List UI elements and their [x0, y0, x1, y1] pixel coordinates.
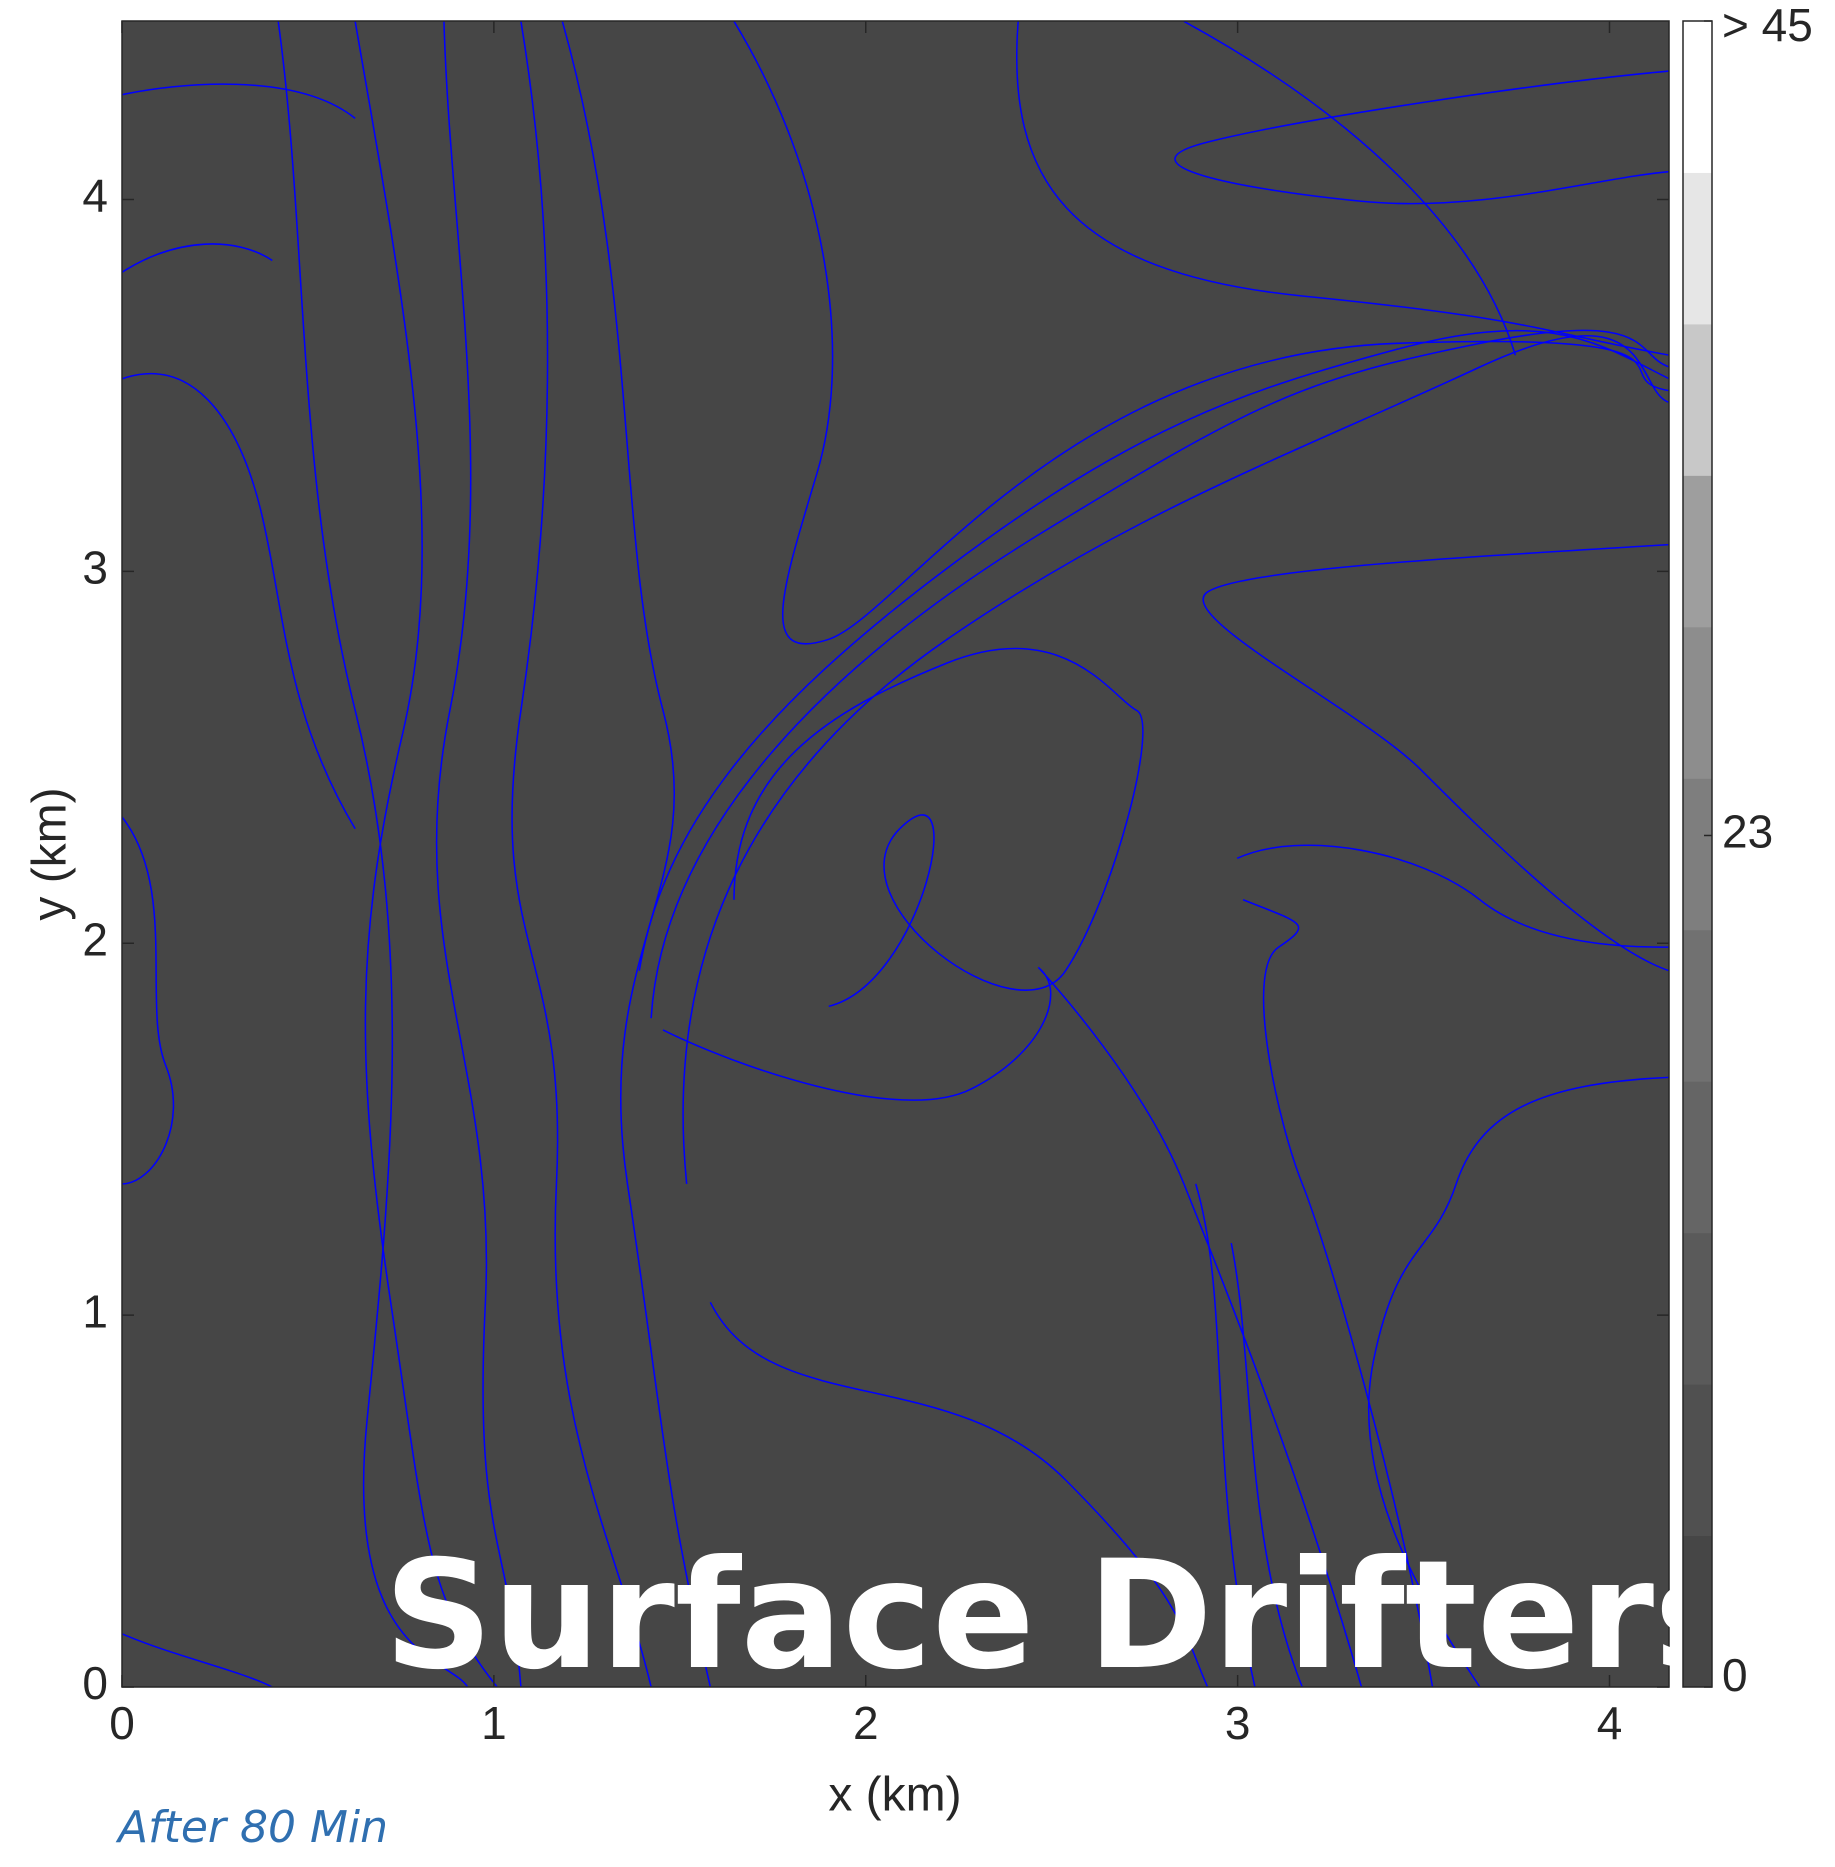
y-tick-label: 0 [82, 1657, 108, 1709]
contour-line [435, 21, 522, 1687]
plot-background [122, 21, 1669, 1687]
contour-line [354, 21, 498, 1687]
colorbar-band [1683, 475, 1712, 628]
colorbar-band [1683, 929, 1712, 1082]
contour-line [1174, 70, 1669, 205]
contour-line [561, 21, 712, 1687]
overlay-title: Surface Drifters [384, 1529, 1744, 1703]
colorbar-band [1683, 1232, 1712, 1385]
colorbar-band [1683, 1535, 1712, 1688]
colorbar-frame [1682, 20, 1713, 1688]
contour-line [122, 1301, 1209, 1687]
y-tick-label: 3 [82, 542, 108, 594]
colorbar-band [1683, 778, 1712, 931]
y-tick-label: 1 [82, 1285, 108, 1337]
contour-line [511, 21, 652, 1687]
contour-line [1195, 1183, 1304, 1687]
contour-line [1236, 844, 1669, 1687]
x-axis-label: x (km) [828, 1769, 961, 1822]
time-label: After 80 Min [115, 1802, 388, 1853]
contour-line [122, 83, 356, 1185]
contour-line [1367, 1076, 1669, 1687]
x-tick-label: 0 [109, 1697, 135, 1749]
y-tick-label: 2 [82, 913, 108, 965]
contour-line [650, 329, 1669, 1019]
y-tick-label: 4 [82, 170, 108, 222]
contour-line [682, 334, 1669, 1184]
contour-line [733, 21, 1669, 645]
x-tick-label: 3 [1225, 1697, 1251, 1749]
colorbar-band [1683, 323, 1712, 476]
y-axis-label: y (km) [24, 787, 77, 920]
colorbar-band [1683, 1081, 1712, 1234]
colorbar-band [1683, 626, 1712, 779]
contour-line [1015, 21, 1669, 356]
contours [122, 21, 1669, 1687]
contour-line [277, 21, 469, 1687]
plot-frame [121, 20, 1670, 1688]
x-tick-label: 1 [481, 1697, 507, 1749]
colorbar-tick-label: 0 [1722, 1649, 1748, 1701]
colorbar-band [1683, 1384, 1712, 1537]
colorbar-band [1683, 172, 1712, 325]
x-tick-label: 2 [853, 1697, 879, 1749]
contour-line [1202, 543, 1669, 972]
contour-line [662, 967, 1363, 1687]
x-tick-label: 4 [1597, 1697, 1623, 1749]
colorbar-tick-label: > 45 [1722, 0, 1813, 51]
colorbar-band [1683, 21, 1712, 173]
colorbar-tick-label: 23 [1722, 806, 1773, 858]
contour-line [638, 329, 1669, 971]
contour-line [733, 647, 1144, 1008]
